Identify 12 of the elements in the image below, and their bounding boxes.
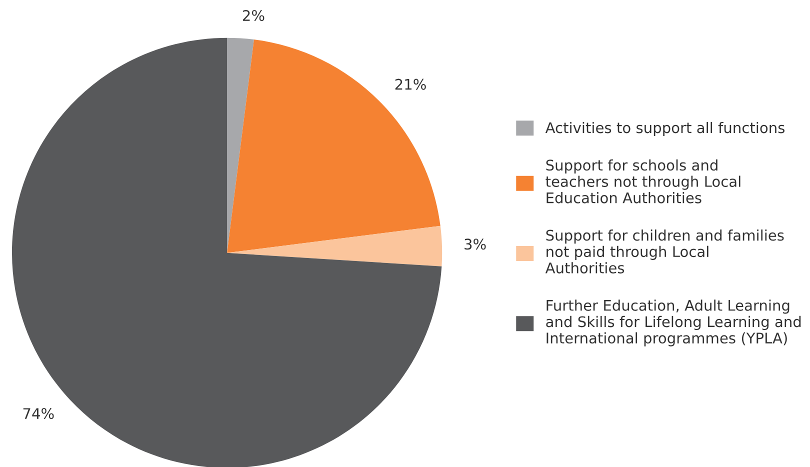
legend-label: Further Education, Adult Learning and Skills for Lifelong Learning and International programmes (YPLA) bbox=[546, 300, 801, 346]
pie-slice bbox=[227, 40, 440, 253]
pie-slice bbox=[227, 226, 442, 266]
data-label: 2% bbox=[242, 10, 264, 22]
data-label: 74% bbox=[23, 408, 54, 420]
legend-label: Support for schools and teachers not through Local Education Authorities bbox=[546, 159, 740, 204]
pie-slice bbox=[12, 38, 442, 467]
pie-slice bbox=[227, 38, 254, 253]
data-label: 21% bbox=[395, 78, 426, 90]
data-label: 3% bbox=[464, 238, 486, 250]
legend-label: Activities to support all functions bbox=[545, 122, 784, 136]
legend-label: Support for children and families not paid through Local Authorities bbox=[545, 229, 784, 274]
